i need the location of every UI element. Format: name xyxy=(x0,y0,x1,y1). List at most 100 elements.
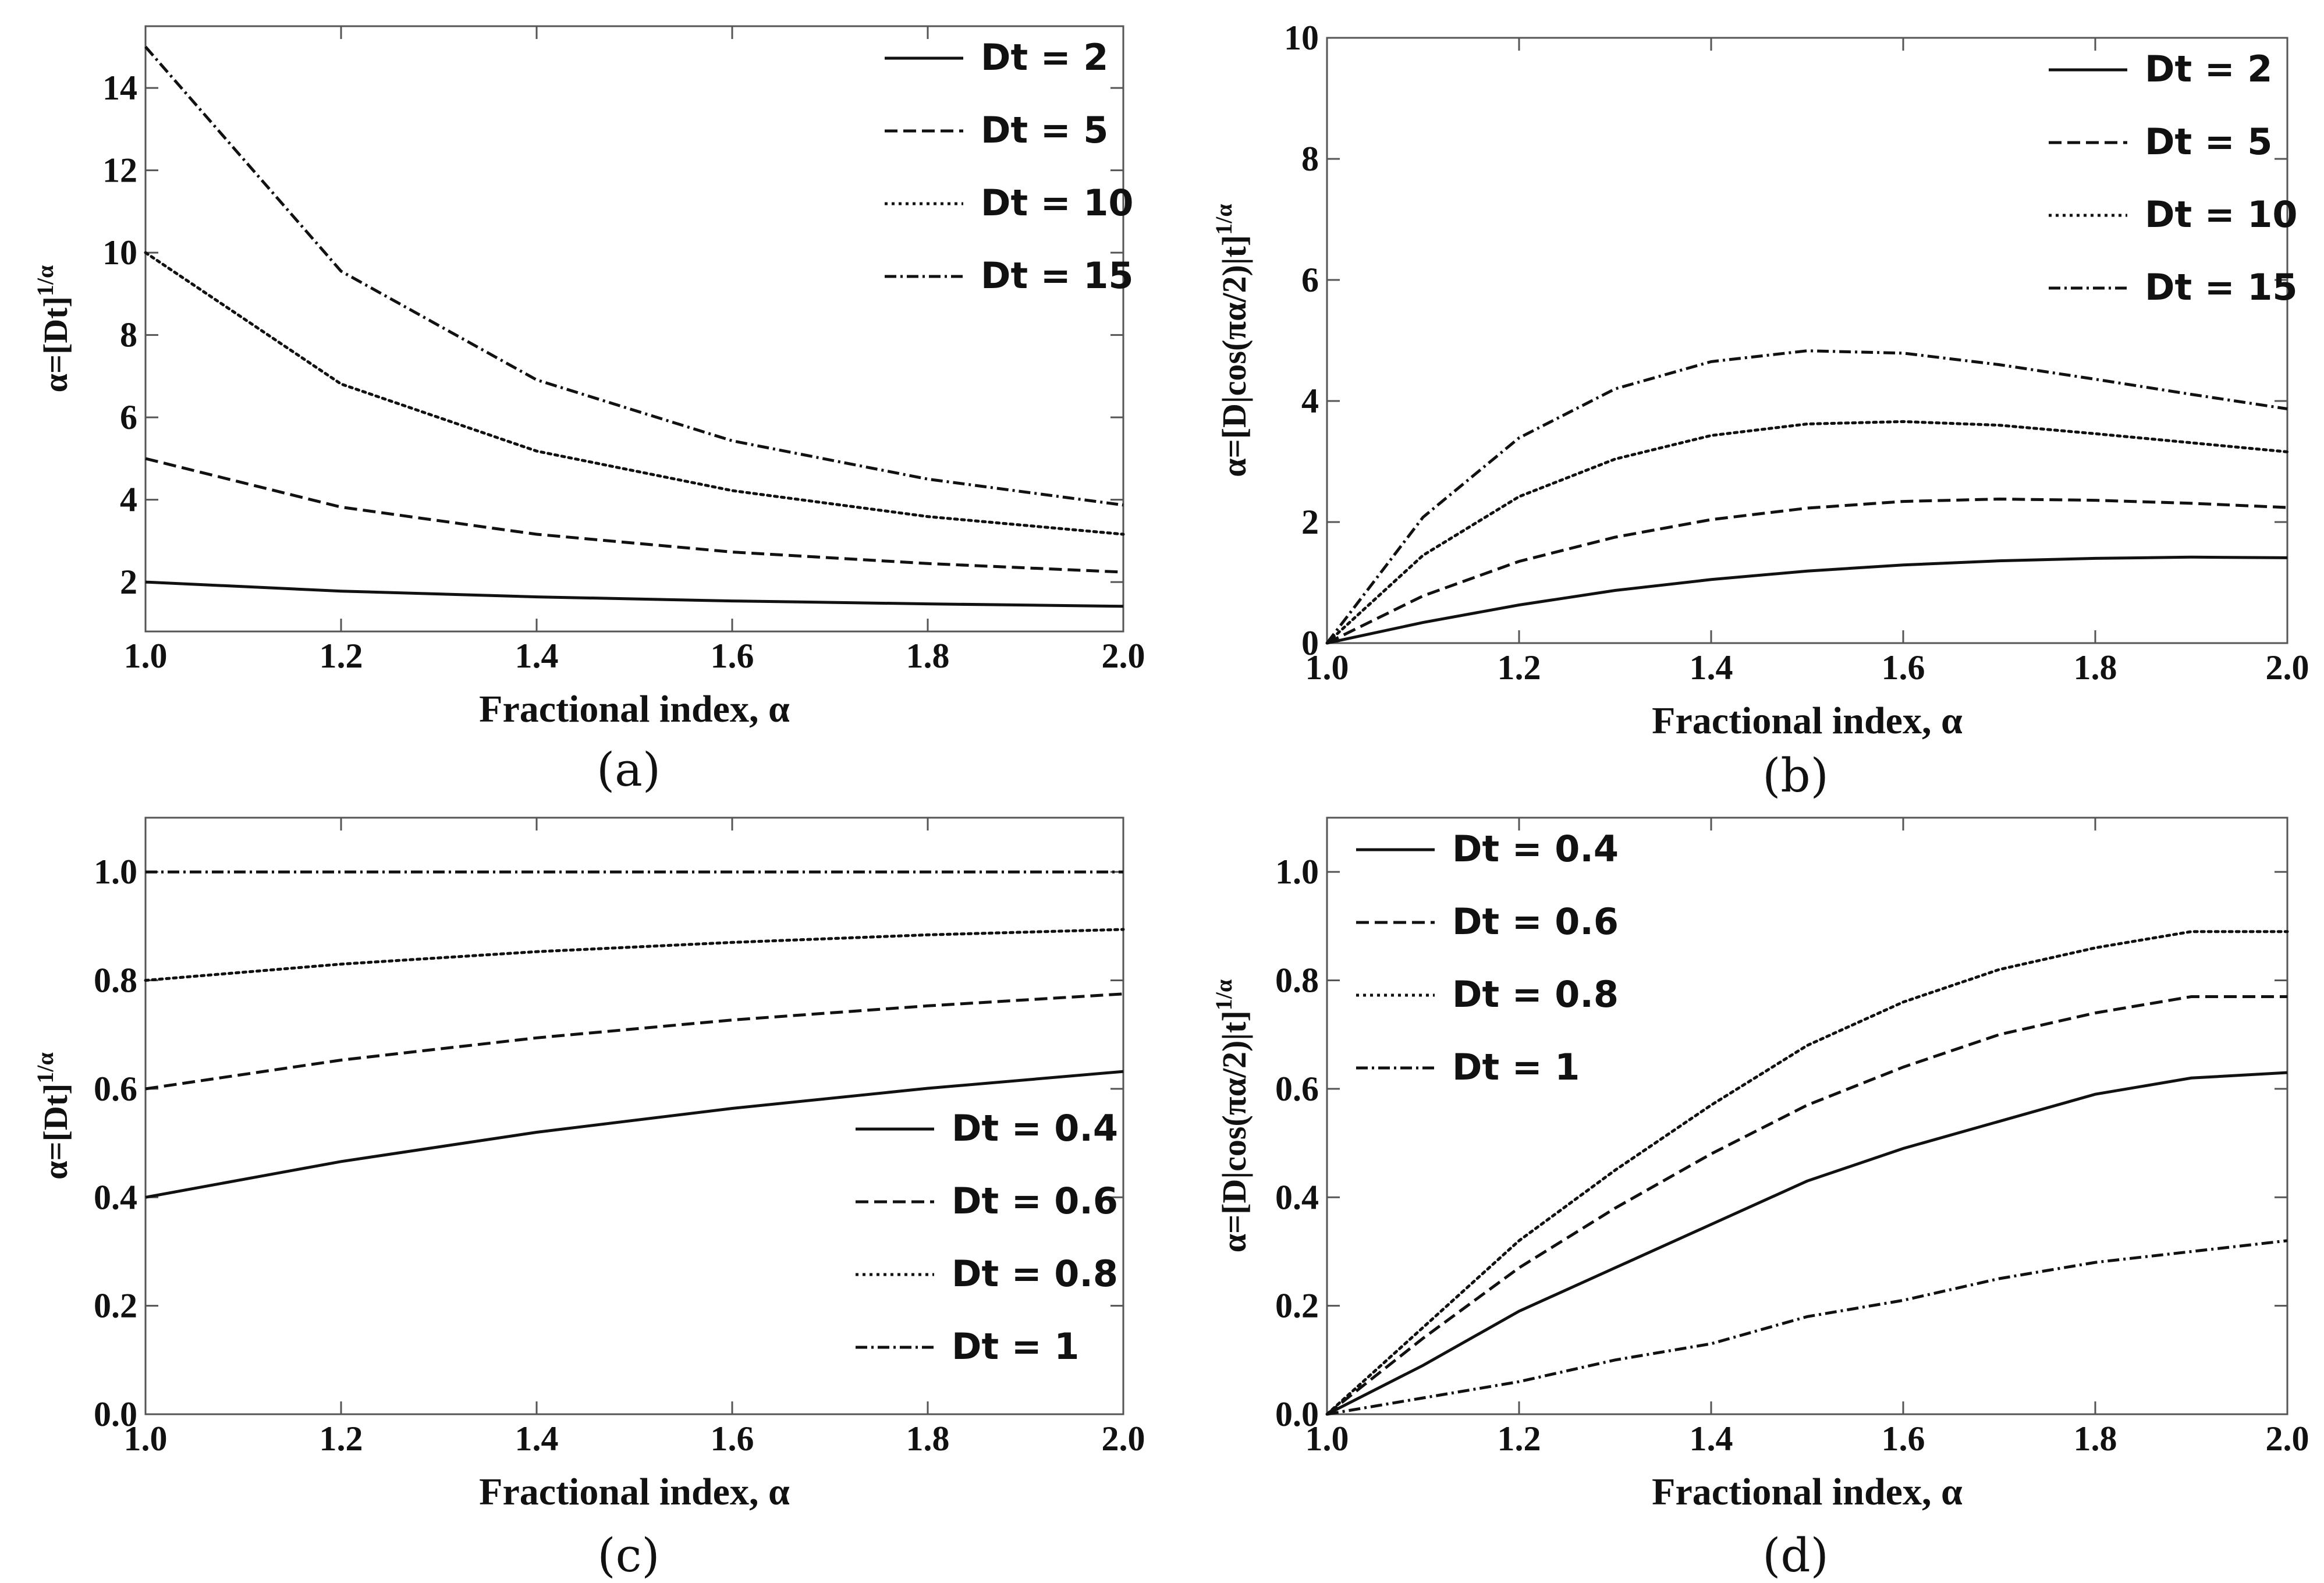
y-tick-label: 2 xyxy=(120,563,137,601)
y-tick-label: 6 xyxy=(120,398,137,436)
y-axis-label-superscript: 1/α xyxy=(1211,979,1237,1010)
x-axis-label: Fractional index, α xyxy=(479,688,790,730)
y-axis-label-superscript: 1/α xyxy=(32,265,58,296)
legend-label: Dt = 1 xyxy=(1452,1046,1580,1088)
series-line-dt-15 xyxy=(1326,349,2288,644)
legend: Dt = 2 Dt = 5 Dt = 10 Dt = 15 xyxy=(2049,48,2298,308)
plot-frame xyxy=(144,25,1124,633)
x-tick-label: 1.2 xyxy=(1498,648,1541,687)
legend-label: Dt = 15 xyxy=(2145,266,2298,308)
x-tick-label: 2.0 xyxy=(1102,1419,1145,1458)
x-tick-label: 1.0 xyxy=(124,1419,168,1458)
series-line-dt-0-8 xyxy=(144,928,1125,982)
panel-caption: (c) xyxy=(597,1528,659,1582)
panel-caption: (b) xyxy=(1762,748,1829,803)
x-tick-label: 2.0 xyxy=(2266,648,2309,687)
plot-frame xyxy=(1326,817,2288,1415)
legend-label: Dt = 1 xyxy=(952,1325,1079,1368)
x-tick-label: 2.0 xyxy=(1102,637,1145,675)
y-tick-label: 4 xyxy=(120,481,137,519)
x-tick-label: 1.4 xyxy=(1690,1419,1733,1458)
series-line-dt-0-4 xyxy=(1326,1071,2288,1416)
series-line-dt-15 xyxy=(144,45,1124,507)
legend-label: Dt = 0.4 xyxy=(952,1107,1118,1149)
y-tick-label: 1.0 xyxy=(1275,853,1319,891)
y-tick-label: 12 xyxy=(102,151,137,190)
x-tick-label: 1.2 xyxy=(320,1419,363,1458)
legend: Dt = 0.4 Dt = 0.6 Dt = 0.8 Dt = 1 xyxy=(856,1107,1118,1368)
y-tick-label: 10 xyxy=(102,233,137,272)
legend-label: Dt = 10 xyxy=(2145,193,2298,236)
series-line-dt-0-8 xyxy=(1325,930,2289,1416)
x-tick-label: 1.8 xyxy=(2074,648,2117,687)
legend-label: Dt = 15 xyxy=(981,254,1134,297)
y-tick-label: 0.4 xyxy=(1275,1178,1319,1216)
legend: Dt = 0.4 Dt = 0.6 Dt = 0.8 Dt = 1 xyxy=(1356,828,1619,1088)
y-tick-label: 4 xyxy=(1301,382,1319,420)
x-tick-label: 1.2 xyxy=(1498,1419,1541,1458)
y-axis-label: α=[D|cos(πα/2)|t]1/α xyxy=(1211,979,1253,1252)
y-axis-label: α=[Dt]1/α xyxy=(32,1052,74,1180)
legend-label: Dt = 0.6 xyxy=(1452,900,1619,943)
plot-frame xyxy=(144,817,1124,1415)
x-tick-label: 1.6 xyxy=(711,1419,754,1458)
y-tick-label: 14 xyxy=(102,69,137,107)
y-tick-label: 10 xyxy=(1284,19,1319,57)
legend: Dt = 2 Dt = 5 Dt = 10 Dt = 15 xyxy=(885,36,1134,297)
y-axis-label-main: α=[Dt] xyxy=(37,1084,74,1180)
y-tick-label: 0.0 xyxy=(1275,1395,1319,1433)
x-tick-label: 1.6 xyxy=(1882,648,1925,687)
legend-label: Dt = 2 xyxy=(2145,48,2272,90)
x-tick-label: 1.8 xyxy=(2074,1419,2117,1458)
x-tick-label: 1.4 xyxy=(515,1419,559,1458)
panel-c: 1.0 1.2 1.4 1.6 1.8 2.0 0.0 0.2 0.4 0.6 0.8 1.0 Dt =… xyxy=(32,817,1145,1582)
x-tick-label: 1.6 xyxy=(711,637,754,675)
x-tick-label: 1.8 xyxy=(906,637,950,675)
y-tick-label: 0 xyxy=(1301,624,1319,662)
x-tick-label: 1.0 xyxy=(1305,1419,1349,1458)
y-tick-label: 1.0 xyxy=(94,853,137,891)
panel-caption: (a) xyxy=(597,743,661,797)
x-tick-label: 1.6 xyxy=(1882,1419,1925,1458)
y-tick-label: 2 xyxy=(1301,503,1319,541)
y-axis-label-main: α=[D|cos(πα/2)|t] xyxy=(1215,1010,1253,1252)
y-tick-label: 0.2 xyxy=(94,1287,137,1325)
x-axis-label: Fractional index, α xyxy=(1652,700,1963,742)
x-tick-label: 1.8 xyxy=(906,1419,950,1458)
y-axis-label-main: α=[Dt] xyxy=(37,296,74,392)
y-axis-label: α=[D|cos(πα/2)|t]1/α xyxy=(1211,204,1253,477)
y-tick-label: 0.2 xyxy=(1275,1287,1319,1325)
panel-d: 1.0 1.2 1.4 1.6 1.8 2.0 0.0 0.2 0.4 0.6 0.8 1.0 Dt =… xyxy=(1211,817,2309,1582)
y-tick-label: 0.8 xyxy=(1275,961,1319,1000)
x-axis-label: Fractional index, α xyxy=(479,1471,790,1513)
panel-a: 1.0 1.2 1.4 1.6 1.8 2.0 2 4 6 8 10 12 14 Dt = 2 Dt = 5… xyxy=(32,25,1145,797)
legend-label: Dt = 10 xyxy=(981,182,1134,224)
series-line-dt-10 xyxy=(144,251,1125,536)
y-axis-label-superscript: 1/α xyxy=(1211,204,1237,235)
y-tick-label: 8 xyxy=(120,316,137,354)
series-line-dt-1 xyxy=(1326,1239,2288,1416)
x-tick-label: 1.4 xyxy=(515,637,559,675)
legend-label: Dt = 5 xyxy=(2145,120,2272,163)
legend-label: Dt = 0.6 xyxy=(952,1180,1118,1222)
y-axis-label-main: α=[D|cos(πα/2)|t] xyxy=(1215,235,1253,477)
plot-frame xyxy=(1326,37,2288,644)
x-tick-label: 1.2 xyxy=(320,637,363,675)
series-line-dt-0-4 xyxy=(145,1070,1124,1199)
y-tick-label: 8 xyxy=(1301,140,1319,178)
series-line-dt-10 xyxy=(1325,420,2289,645)
y-tick-label: 6 xyxy=(1301,261,1319,299)
x-axis-label: Fractional index, α xyxy=(1652,1471,1963,1513)
y-axis-label-superscript: 1/α xyxy=(32,1052,58,1083)
legend-label: Dt = 0.8 xyxy=(952,1252,1118,1295)
legend-label: Dt = 0.4 xyxy=(1452,828,1619,870)
x-tick-label: 1.4 xyxy=(1690,648,1733,687)
y-tick-label: 0.0 xyxy=(94,1395,137,1433)
series-line-dt-2 xyxy=(145,580,1124,608)
x-tick-label: 2.0 xyxy=(2266,1419,2309,1458)
series-line-dt-2 xyxy=(1326,555,2288,645)
x-tick-label: 1.0 xyxy=(1305,648,1349,687)
series-line-dt-5 xyxy=(145,457,1124,574)
legend-label: Dt = 2 xyxy=(981,36,1108,79)
